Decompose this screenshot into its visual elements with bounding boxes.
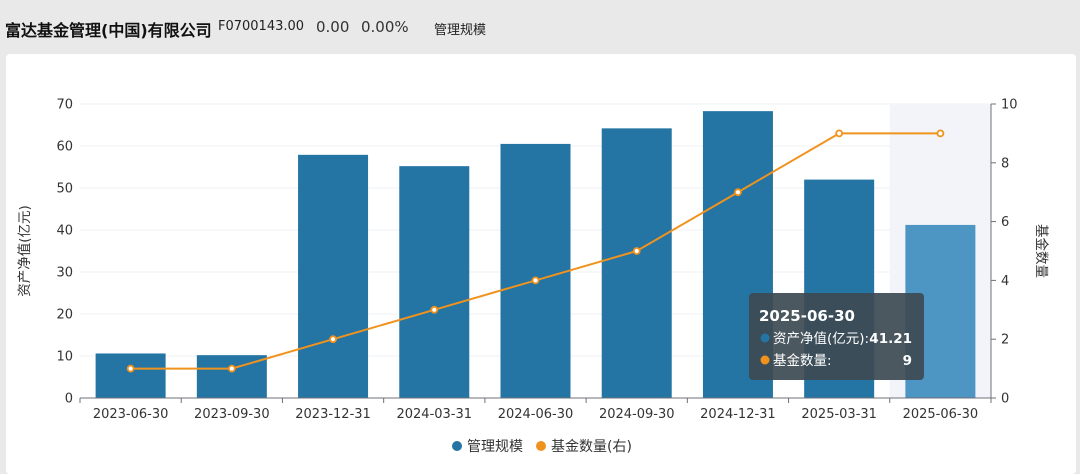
right-axis-title: 基金数量: [1033, 224, 1050, 278]
header-bar: 富达基金管理(中国)有限公司 F0700143.00 0.00 0.00% 管理…: [0, 0, 1080, 52]
right-tick-label-10: 10: [1001, 98, 1018, 113]
x-tick-label-2023-12-31: 2023-12-31: [295, 407, 371, 422]
right-tick-label-0: 0: [1001, 392, 1009, 407]
fund-count-point-2024-12-31[interactable]: [734, 188, 742, 197]
tooltip-row1-label: 资产净值(亿元):: [773, 331, 869, 347]
x-tick-label-2024-09-30: 2024-09-30: [599, 407, 675, 422]
bar-2024-03-31[interactable]: [399, 166, 470, 398]
legend-dot: [452, 441, 462, 451]
tooltip-row2-value: 9: [903, 353, 912, 369]
left-tick-label-0: 0: [65, 392, 73, 407]
left-tick-label-40: 40: [56, 224, 73, 239]
left-axis-title: 资产净值(亿元): [17, 205, 33, 297]
bar-2024-06-30[interactable]: [500, 143, 571, 398]
tooltip-row2-label: 基金数量:: [773, 352, 832, 369]
x-tick-label-2025-06-30: 2025-06-30: [903, 407, 979, 422]
fund-count-point-2023-09-30[interactable]: [227, 364, 236, 373]
bar-2023-12-31[interactable]: [298, 154, 369, 398]
left-tick-label-20: 20: [56, 308, 73, 323]
tooltip-series-dot-1: [760, 333, 770, 343]
right-tick-label-4: 4: [1001, 274, 1009, 289]
company-name: 富达基金管理(中国)有限公司: [5, 21, 212, 40]
change-percent: 0.00%: [361, 18, 409, 36]
fund-count-point-2024-03-31[interactable]: [430, 305, 439, 314]
tooltip-title: 2025-06-30: [759, 307, 855, 325]
left-tick-label-60: 60: [56, 140, 73, 155]
legend-item-management-scale[interactable]: 管理规模: [452, 439, 523, 455]
tooltip-box: [749, 293, 924, 380]
legend-item-fund-count[interactable]: 基金数量(右): [536, 438, 632, 455]
tooltip-series-dot-2: [760, 355, 770, 365]
left-tick-label-30: 30: [56, 266, 73, 281]
x-tick-label-2024-06-30: 2024-06-30: [498, 407, 574, 422]
legend-dot: [536, 441, 546, 451]
x-tick-label-2025-03-31: 2025-03-31: [801, 407, 877, 422]
fund-count-point-2023-06-30[interactable]: [126, 364, 135, 373]
fund-count-point-2024-09-30[interactable]: [632, 247, 641, 255]
fund-count-point-2024-06-30[interactable]: [531, 276, 540, 285]
x-tick-label-2023-06-30: 2023-06-30: [93, 407, 169, 422]
legend-label: 基金数量(右): [551, 438, 632, 455]
fund-count-point-2025-06-30[interactable]: [936, 129, 945, 138]
left-tick-label-50: 50: [56, 182, 73, 197]
fund-count-point-2025-03-31[interactable]: [835, 129, 844, 138]
fund-code: F0700143.00: [218, 19, 305, 34]
right-tick-label-8: 8: [1001, 156, 1009, 171]
left-tick-label-70: 70: [56, 98, 73, 113]
tab-management-scale[interactable]: 管理规模: [434, 23, 487, 38]
bar-2023-06-30[interactable]: [95, 353, 166, 398]
left-tick-label-10: 10: [56, 350, 73, 365]
x-tick-label-2023-09-30: 2023-09-30: [194, 407, 270, 422]
right-tick-label-2: 2: [1001, 333, 1009, 348]
legend-label: 管理规模: [467, 439, 523, 455]
current-value: 0.00: [316, 18, 350, 36]
bar-2024-09-30[interactable]: [601, 128, 672, 399]
x-tick-label-2024-12-31: 2024-12-31: [700, 407, 776, 422]
tooltip: 2025-06-30 资产净值(亿元): 41.21 基金数量: 9: [749, 293, 924, 380]
x-tick-label-2024-03-31: 2024-03-31: [396, 407, 472, 422]
tooltip-row1-value: 41.21: [869, 331, 912, 347]
fund-count-point-2023-12-31[interactable]: [329, 335, 337, 344]
right-tick-label-6: 6: [1001, 215, 1009, 230]
